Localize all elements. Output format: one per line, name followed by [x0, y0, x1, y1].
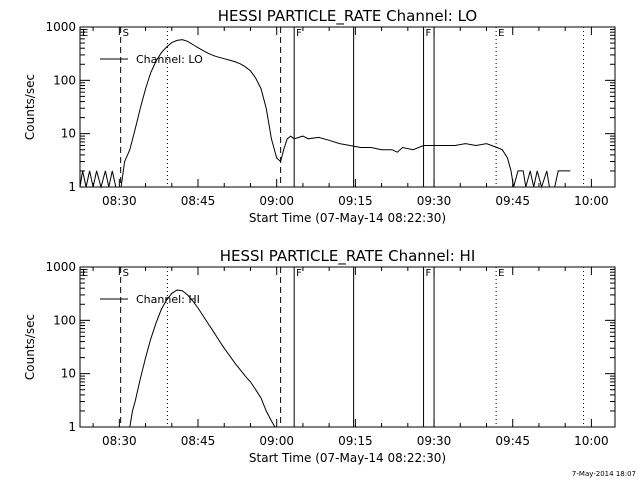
event-marker-label-lo: F: [426, 28, 432, 39]
event-marker-label-lo: E: [498, 28, 504, 39]
x-tick-label-hi: 09:15: [338, 434, 373, 448]
event-marker-label-hi: F: [426, 268, 432, 279]
y-tick-label-lo: 10: [61, 127, 76, 141]
legend-label-lo: Channel: LO: [136, 53, 203, 66]
y-axis-label-hi: Counts/sec: [23, 314, 37, 380]
x-tick-label-hi: 08:30: [102, 434, 137, 448]
x-tick-label-lo: 09:30: [417, 194, 452, 208]
event-marker-label-lo: S: [123, 28, 129, 39]
chart-title-lo: HESSI PARTICLE_RATE Channel: LO: [218, 7, 477, 26]
y-tick-label-lo: 1000: [45, 20, 76, 34]
y-tick-label-hi: 10: [61, 367, 76, 381]
event-marker-label-hi: S: [123, 268, 129, 279]
x-tick-label-lo: 08:45: [181, 194, 216, 208]
y-tick-label-hi: 1: [68, 420, 76, 434]
panel-hi: HESSI PARTICLE_RATE Channel: HI Counts/se…: [23, 247, 616, 465]
x-tick-label-hi: 09:00: [259, 434, 294, 448]
x-tick-label-hi: 09:30: [417, 434, 452, 448]
x-tick-label-lo: 09:15: [338, 194, 373, 208]
footer-timestamp: 7-May-2014 18:07: [572, 470, 636, 478]
x-axis-label-hi: Start Time (07-May-14 08:22:30): [249, 451, 446, 465]
y-tick-label-hi: 1000: [45, 260, 76, 274]
event-marker-label-hi: E: [498, 268, 504, 279]
y-axis-label-lo: Counts/sec: [23, 74, 37, 140]
y-tick-label-lo: 100: [53, 73, 76, 87]
x-tick-label-lo: 10:00: [574, 194, 609, 208]
x-axis-label-lo: Start Time (07-May-14 08:22:30): [249, 211, 446, 225]
series-line-hi: [129, 289, 276, 428]
event-marker-label-lo: E: [82, 28, 88, 39]
panel-lo: HESSI PARTICLE_RATE Channel: LO Counts/se…: [23, 7, 616, 225]
series-line-lo: [79, 39, 571, 189]
y-tick-label-lo: 1: [68, 180, 76, 194]
y-tick-label-hi: 100: [53, 313, 76, 327]
x-tick-label-hi: 08:45: [181, 434, 216, 448]
x-tick-label-hi: 10:00: [574, 434, 609, 448]
legend-label-hi: Channel: HI: [136, 293, 200, 306]
event-marker-label-hi: F: [296, 268, 302, 279]
x-tick-label-lo: 09:00: [259, 194, 294, 208]
x-tick-label-hi: 09:45: [495, 434, 530, 448]
chart-title-hi: HESSI PARTICLE_RATE Channel: HI: [220, 247, 476, 266]
event-marker-label-lo: F: [296, 28, 302, 39]
x-tick-label-lo: 09:45: [495, 194, 530, 208]
event-marker-label-hi: E: [82, 268, 88, 279]
x-tick-label-lo: 08:30: [102, 194, 137, 208]
